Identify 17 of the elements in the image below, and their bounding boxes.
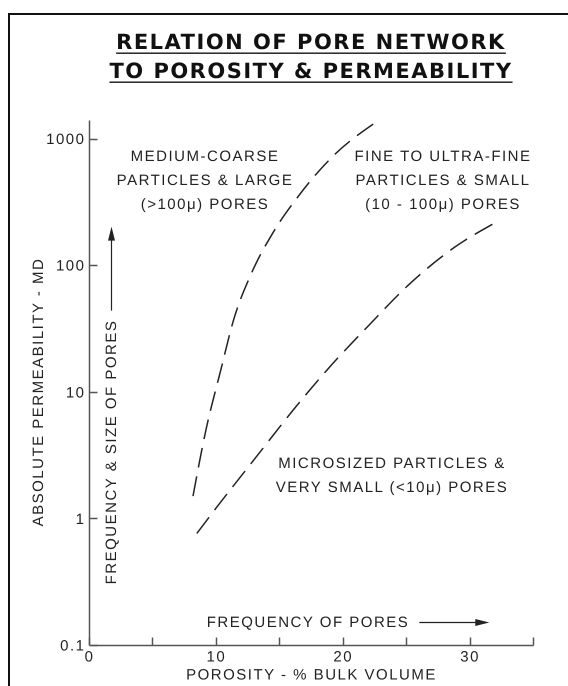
annotation: FREQUENCY OF PORES [206, 614, 410, 631]
y-tick-label: 1000 [46, 131, 86, 148]
chart-title: RELATION OF PORE NETWORK TO POROSITY & PERMEABILITY [109, 30, 513, 83]
annotation: MEDIUM-COARSE PARTICLES & LARGE (>100μ) PORES [116, 148, 294, 213]
x-tick-label: 10 [206, 648, 226, 666]
x-tick-label: 20 [333, 648, 354, 666]
y-tick-label: 10 [66, 384, 86, 402]
y-tick-label: 1 [76, 510, 86, 528]
annotation: FINE TO ULTRA-FINE PARTICLES & SMALL (10 - 100μ) PORES [354, 148, 532, 213]
annotation: MICROSIZED PARTICLES & VERY SMALL (<10μ) PORES [276, 455, 508, 496]
x-axis-title: POROSITY - % BULK VOLUME [186, 666, 437, 684]
y-tick-label: 0.1 [60, 638, 86, 654]
y-tick-label: 100 [56, 258, 86, 275]
annotation: FREQUENCY & SIZE OF PORES [103, 320, 120, 584]
x-tick-label: 0 [84, 648, 94, 666]
x-tick-label: 30 [460, 648, 480, 666]
y-axis-title: ABSOLUTE PERMEABILITY - MD [30, 258, 48, 526]
